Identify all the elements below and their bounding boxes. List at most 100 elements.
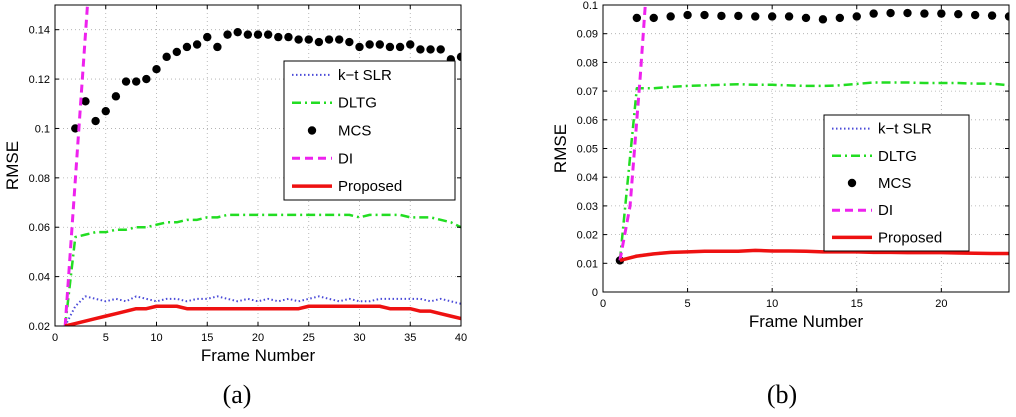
x-tick-label: 0 xyxy=(52,332,58,344)
x-tick-label: 0 xyxy=(600,298,606,310)
mcs-marker xyxy=(903,8,912,18)
mcs-marker xyxy=(886,8,895,18)
mcs-marker xyxy=(395,42,405,52)
legend-swatch-mcs xyxy=(847,178,857,188)
mcs-marker xyxy=(365,40,374,49)
legend: k−t SLR DLTG MCS DI Proposed xyxy=(823,114,970,252)
x-tick-label: 40 xyxy=(455,332,467,344)
mcs-marker xyxy=(987,11,997,20)
mcs-marker xyxy=(751,12,760,21)
mcs-marker xyxy=(192,40,202,49)
mcs-marker xyxy=(274,32,283,42)
mcs-marker xyxy=(91,116,100,126)
series-di-line xyxy=(63,5,89,326)
y-tick-label: 0.02 xyxy=(577,230,598,242)
panel-caption: (b) xyxy=(767,380,797,409)
x-tick-label: 5 xyxy=(685,298,691,310)
mcs-marker xyxy=(700,10,709,20)
mcs-marker xyxy=(324,35,334,44)
legend-swatch-mcs xyxy=(307,126,317,135)
mcs-marker xyxy=(253,30,263,39)
mcs-marker xyxy=(683,10,692,20)
y-axis-label: RMSE xyxy=(551,124,570,173)
x-tick-label: 35 xyxy=(404,332,416,344)
mcs-marker xyxy=(632,13,642,23)
x-tick-label: 5 xyxy=(103,332,109,344)
mcs-marker xyxy=(767,12,777,21)
y-tick-label: 0.1 xyxy=(583,0,598,12)
mcs-marker xyxy=(649,13,658,23)
y-tick-label: 0.09 xyxy=(577,29,598,41)
legend-label-di: DI xyxy=(878,202,893,219)
mcs-marker xyxy=(852,12,861,21)
mcs-marker xyxy=(213,42,222,52)
x-tick-label: 15 xyxy=(201,332,213,344)
y-tick-label: 0.05 xyxy=(577,144,598,156)
y-tick-label: 0.02 xyxy=(29,321,50,333)
chart-panel-a: 0 5 10 15 20 25 30 35 40 0.02 0.04 0.06 0.08 0.1 0.12 0… xyxy=(3,4,467,409)
mcs-marker xyxy=(233,27,242,37)
series-proposed-line xyxy=(64,304,461,326)
mcs-marker xyxy=(162,52,171,62)
mcs-marker xyxy=(182,42,192,52)
series-di-line xyxy=(618,5,647,261)
mcs-marker xyxy=(416,45,425,54)
legend-label-proposed: Proposed xyxy=(878,229,942,246)
mcs-marker xyxy=(869,9,878,18)
mcs-marker xyxy=(970,10,980,20)
series-mcs xyxy=(615,8,1009,265)
series-dltg-line xyxy=(63,213,461,326)
mcs-marker xyxy=(263,30,273,39)
mcs-marker xyxy=(152,65,161,74)
mcs-marker xyxy=(81,97,90,106)
legend-label-mcs: MCS xyxy=(878,175,911,192)
mcs-marker xyxy=(284,32,293,42)
x-axis-label: Frame Number xyxy=(749,312,864,331)
mcs-marker xyxy=(784,12,794,21)
x-tick-label: 20 xyxy=(935,298,947,310)
y-tick-label: 0.04 xyxy=(29,272,50,284)
x-tick-label: 15 xyxy=(851,298,863,310)
legend-label-dltg: DLTG xyxy=(338,95,377,112)
x-tick-label: 10 xyxy=(150,332,162,344)
mcs-marker xyxy=(375,40,384,49)
y-axis-label: RMSE xyxy=(3,141,22,190)
mcs-marker xyxy=(920,9,929,18)
mcs-marker xyxy=(314,37,324,47)
mcs-marker xyxy=(385,42,395,52)
x-tick-label: 30 xyxy=(353,332,365,344)
panel-caption: (a) xyxy=(223,380,252,409)
mcs-marker xyxy=(666,12,675,21)
y-tick-label: 0.1 xyxy=(35,123,50,135)
mcs-marker xyxy=(294,35,303,44)
mcs-marker xyxy=(101,106,110,116)
mcs-marker xyxy=(436,45,445,54)
mcs-marker xyxy=(355,42,364,52)
y-tick-label: 0 xyxy=(592,287,598,299)
legend-label-k-t-slr: k−t SLR xyxy=(338,67,392,84)
legend-label-mcs: MCS xyxy=(338,123,371,140)
y-tick-label: 0.08 xyxy=(29,173,50,185)
mcs-marker xyxy=(172,47,181,57)
series-group xyxy=(63,5,461,326)
y-tick-label: 0.06 xyxy=(577,115,598,127)
mcs-marker xyxy=(426,45,435,54)
mcs-marker xyxy=(111,92,121,101)
y-tick-label: 0.03 xyxy=(577,201,598,213)
y-tick-label: 0.08 xyxy=(577,57,598,69)
mcs-marker xyxy=(335,35,344,44)
mcs-marker xyxy=(954,9,963,19)
mcs-marker xyxy=(223,30,232,39)
mcs-marker xyxy=(818,15,828,24)
mcs-marker xyxy=(717,11,726,21)
x-tick-label: 25 xyxy=(303,332,315,344)
series-proposed-line xyxy=(619,248,1009,263)
x-tick-label: 10 xyxy=(766,298,778,310)
mcs-marker xyxy=(243,30,253,39)
mcs-marker xyxy=(456,52,461,62)
x-tick-label: 20 xyxy=(252,332,264,344)
y-tick-label: 0.06 xyxy=(29,222,50,234)
mcs-marker xyxy=(801,13,811,23)
mcs-marker xyxy=(937,9,946,18)
mcs-marker xyxy=(121,77,131,86)
